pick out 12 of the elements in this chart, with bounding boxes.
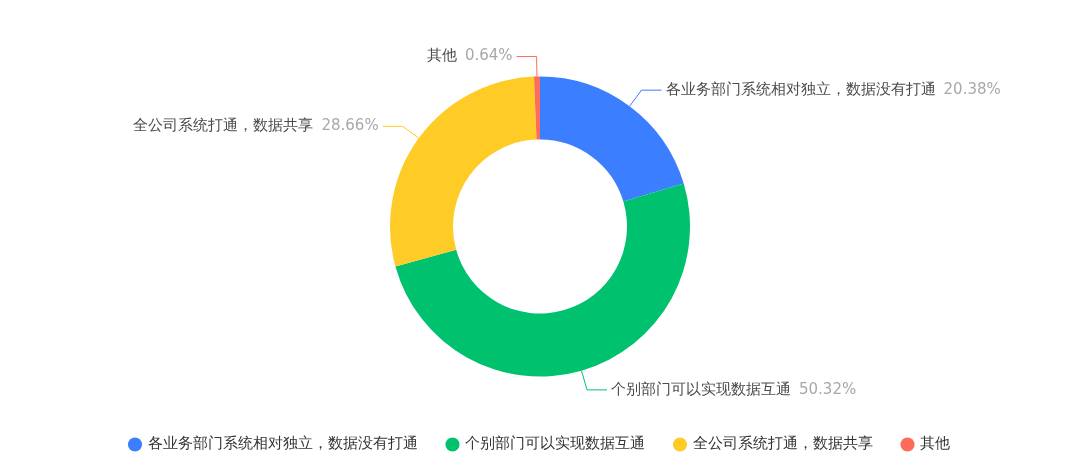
data-label: 50.32%: [799, 379, 857, 398]
legend-label: 全公司系统打通，数据共享: [692, 434, 873, 453]
data-label: 28.66%: [321, 116, 379, 135]
data-label: 0.64%: [464, 46, 513, 65]
legend-label: 个别部门可以实现数据互通: [465, 434, 645, 453]
legend-label: 各业务部门系统相对独立，数据没有打通: [147, 434, 418, 453]
data-label: 20.38%: [943, 80, 1001, 99]
slice-label: 个别部门可以实现数据互通: [611, 379, 792, 398]
slice-label: 全公司系统打通，数据共享: [133, 116, 314, 135]
legend-label: 其他: [920, 434, 950, 453]
slice-label: 其他: [426, 46, 457, 65]
slice-label: 各业务部门系统相对独立，数据没有打通: [665, 80, 936, 99]
